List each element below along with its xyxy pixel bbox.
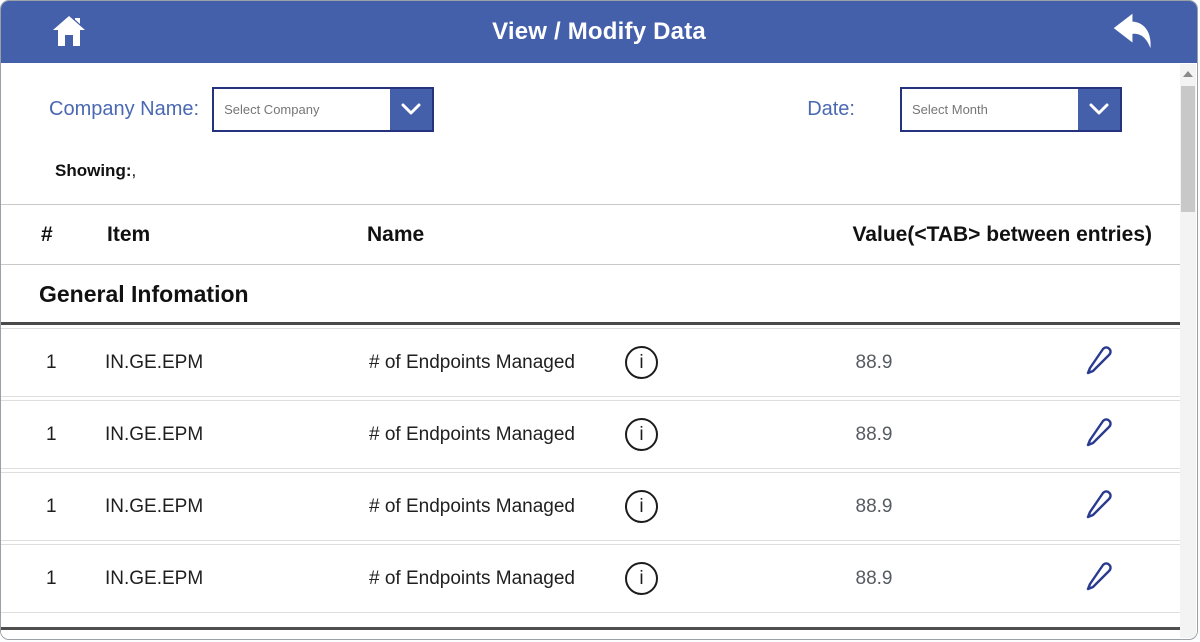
page-title: View / Modify Data [492, 18, 706, 45]
info-icon[interactable]: i [625, 490, 658, 523]
home-icon [49, 10, 89, 55]
pencil-edit-icon [1082, 414, 1118, 456]
row-value: 88.9 [855, 351, 893, 373]
info-glyph: i [639, 351, 644, 373]
row-item-code: IN.GE.EPM [105, 567, 204, 589]
column-header-item: Item [107, 222, 151, 246]
info-glyph: i [639, 423, 644, 445]
chevron-down-icon [1078, 88, 1120, 130]
row-number: 1 [46, 567, 57, 589]
scroll-up-arrow-icon[interactable] [1183, 71, 1193, 77]
main-content: Company Name: Select Company Date: Selec… [1, 63, 1180, 639]
row-item-code: IN.GE.EPM [105, 495, 204, 517]
pencil-edit-icon [1082, 558, 1118, 600]
header-bar: View / Modify Data [1, 1, 1197, 63]
scrollbar-thumb[interactable] [1181, 86, 1195, 212]
table-row: 1 IN.GE.EPM # of Endpoints Managed i 88.… [1, 472, 1180, 541]
date-dropdown[interactable]: Select Month [900, 86, 1122, 132]
column-header-value: Value(<TAB> between entries) [852, 222, 1152, 246]
date-dropdown-value: Select Month [912, 101, 988, 117]
bottom-divider [1, 627, 1180, 630]
filter-row: Company Name: Select Company Date: Selec… [1, 86, 1180, 132]
info-glyph: i [639, 495, 644, 517]
info-icon[interactable]: i [625, 346, 658, 379]
company-dropdown[interactable]: Select Company [212, 86, 435, 132]
date-label: Date: [807, 97, 855, 120]
vertical-scrollbar[interactable] [1180, 64, 1196, 638]
row-item-code: IN.GE.EPM [105, 423, 204, 445]
info-icon[interactable]: i [625, 418, 658, 451]
section-title: General Infomation [1, 265, 1180, 325]
back-arrow-icon [1108, 9, 1154, 58]
company-filter: Company Name: Select Company [49, 86, 435, 132]
row-name: # of Endpoints Managed [369, 495, 575, 517]
row-name: # of Endpoints Managed [369, 423, 575, 445]
back-button[interactable] [1107, 9, 1155, 57]
pencil-edit-icon [1082, 342, 1118, 384]
row-name: # of Endpoints Managed [369, 567, 575, 589]
info-icon[interactable]: i [625, 562, 658, 595]
row-number: 1 [46, 351, 57, 373]
row-number: 1 [46, 423, 57, 445]
column-header-name: Name [367, 222, 425, 246]
row-name: # of Endpoints Managed [369, 351, 575, 373]
column-header-num: # [41, 222, 53, 246]
table-header-row: # Item Name Value(<TAB> between entries) [1, 204, 1180, 265]
row-value: 88.9 [855, 567, 893, 589]
edit-button[interactable] [1080, 487, 1120, 527]
row-number: 1 [46, 495, 57, 517]
row-value: 88.9 [855, 495, 893, 517]
row-value: 88.9 [855, 423, 893, 445]
date-filter: Date: Select Month [807, 86, 1122, 132]
edit-button[interactable] [1080, 415, 1120, 455]
company-dropdown-value: Select Company [224, 101, 320, 117]
info-glyph: i [639, 567, 644, 589]
edit-button[interactable] [1080, 343, 1120, 383]
row-item-code: IN.GE.EPM [105, 351, 204, 373]
edit-button[interactable] [1080, 559, 1120, 599]
showing-label: Showing: [55, 161, 132, 180]
showing-status: Showing:, [55, 161, 1180, 181]
company-name-label: Company Name: [49, 97, 200, 120]
table-row: 1 IN.GE.EPM # of Endpoints Managed i 88.… [1, 400, 1180, 469]
home-button[interactable] [47, 10, 91, 54]
showing-value: , [131, 161, 137, 180]
table-row: 1 IN.GE.EPM # of Endpoints Managed i 88.… [1, 544, 1180, 613]
pencil-edit-icon [1082, 486, 1118, 528]
chevron-down-icon [390, 88, 433, 130]
table-row: 1 IN.GE.EPM # of Endpoints Managed i 88.… [1, 328, 1180, 397]
